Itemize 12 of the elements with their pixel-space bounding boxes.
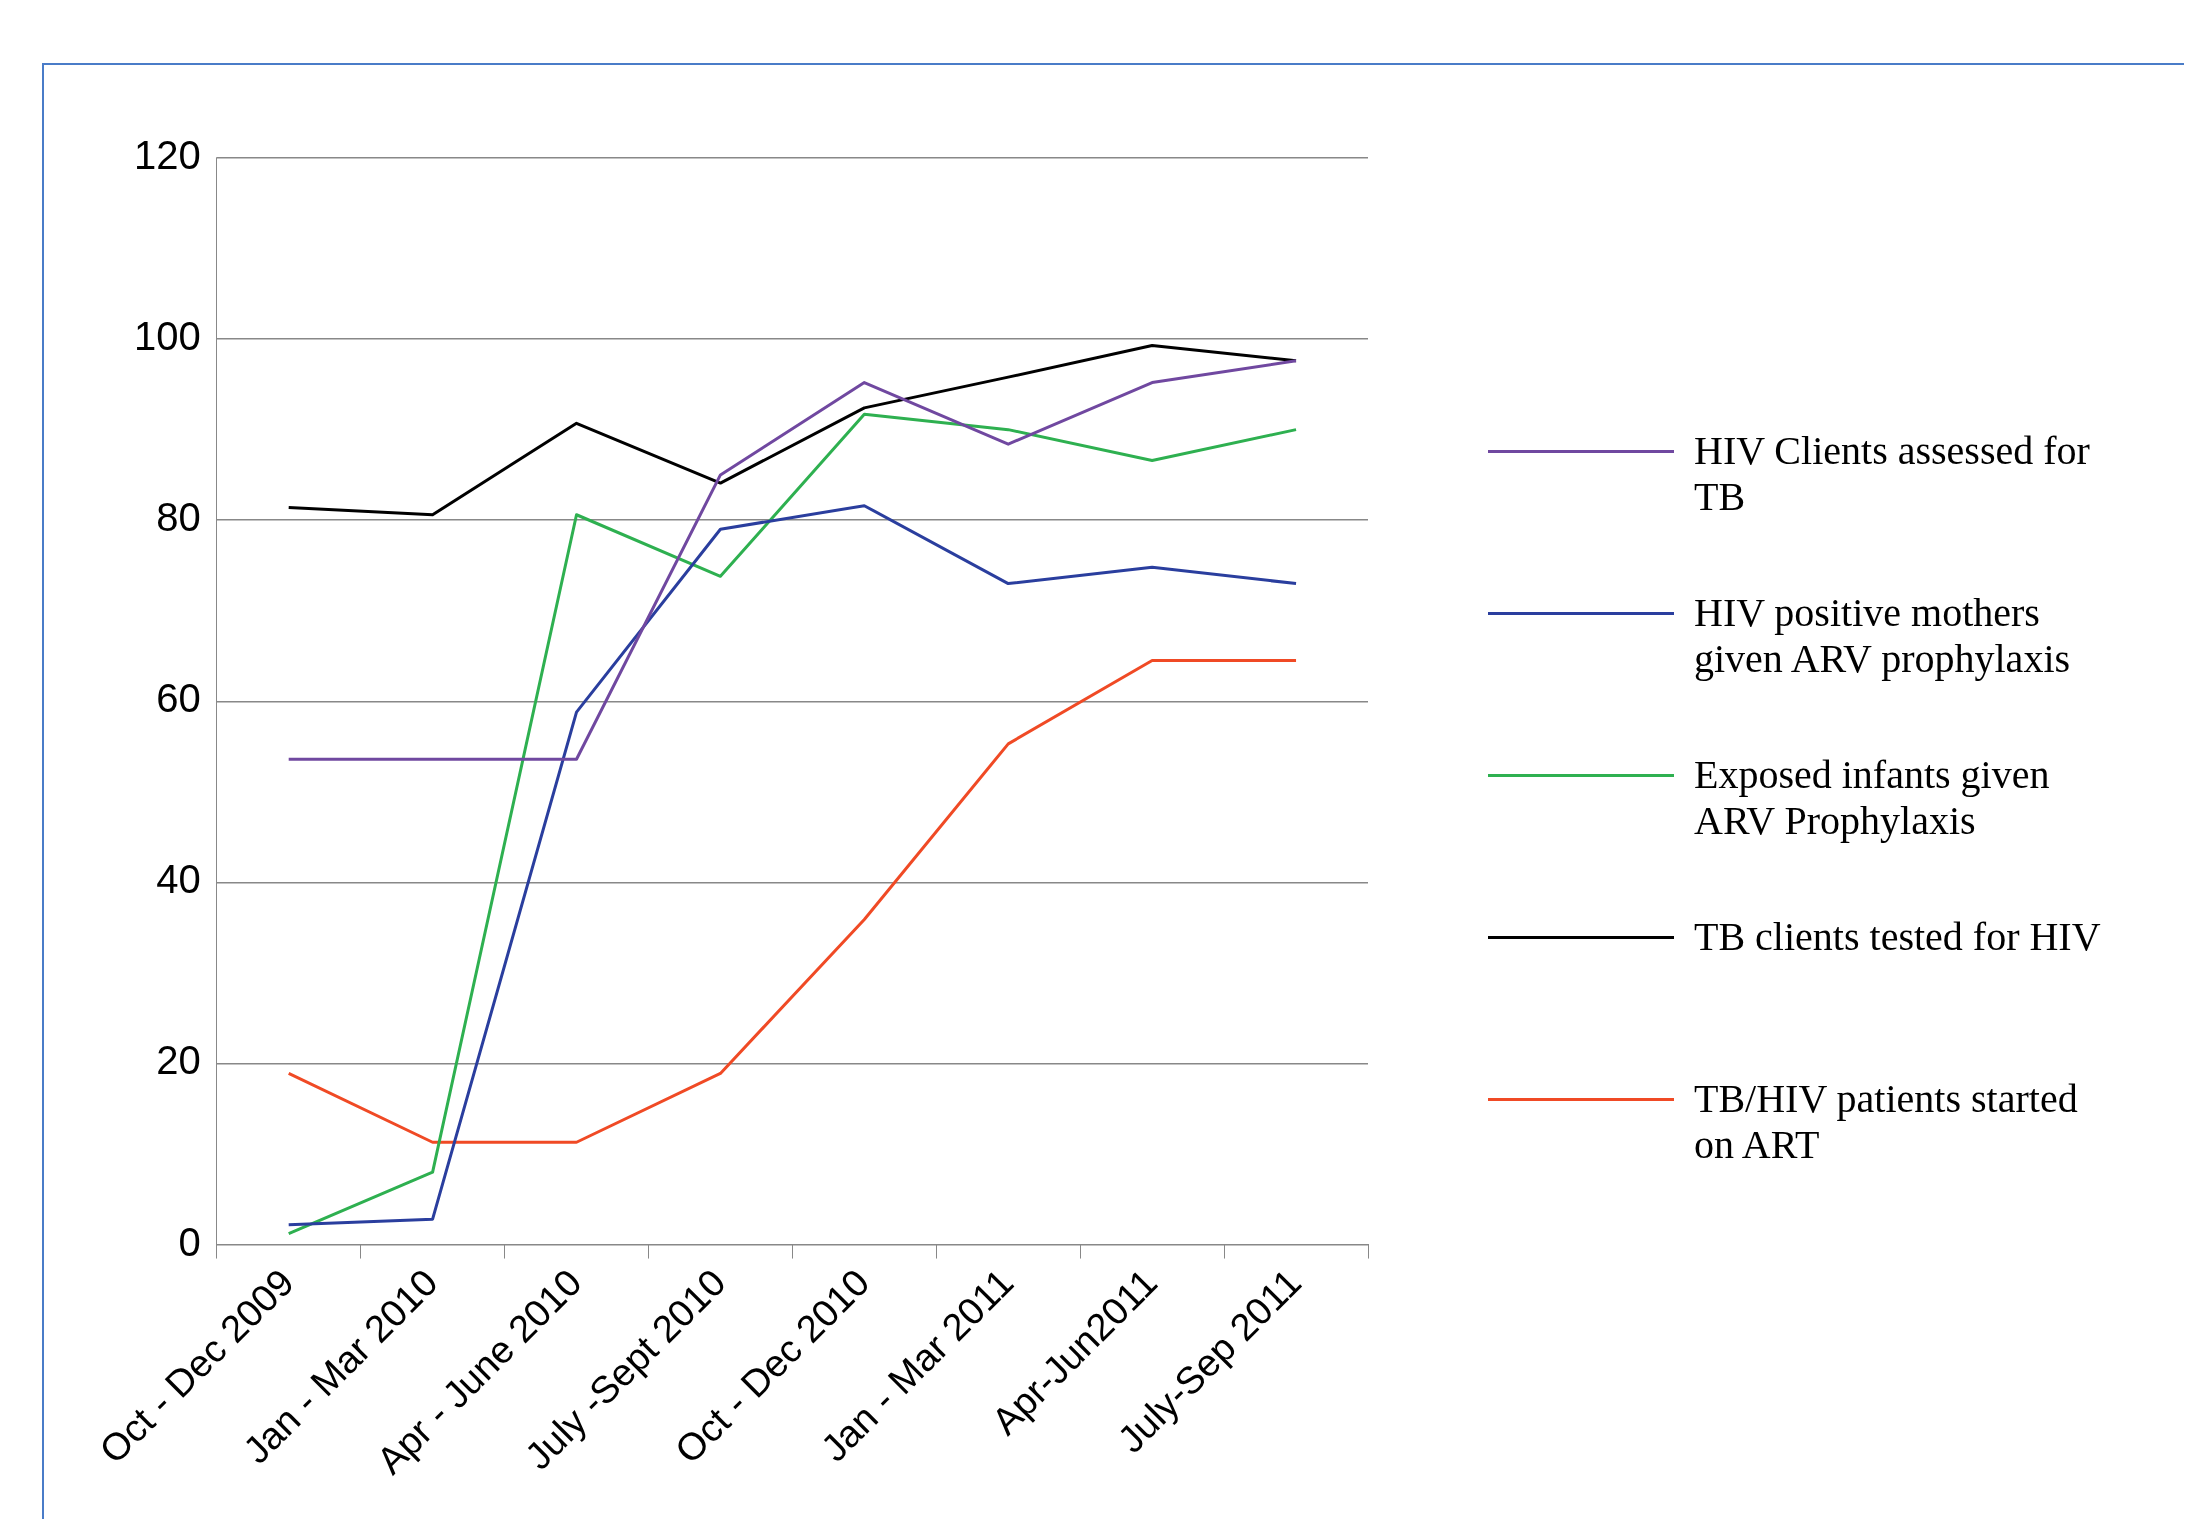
y-tick-label: 0	[178, 1219, 201, 1264]
legend-label: HIV positive mothers given ARV prophylaxis	[1694, 590, 2072, 682]
legend-label: Exposed infants given ARV Prophylaxis	[1694, 752, 2051, 844]
y-tick-label: 20	[156, 1038, 201, 1083]
legend-label: HIV Clients assessed for TB	[1694, 428, 2091, 520]
legend-label: TB/HIV patients started on ART	[1694, 1076, 2079, 1168]
y-tick-label: 100	[133, 314, 201, 359]
y-tick-label: 40	[156, 857, 201, 902]
y-tick-label: 60	[156, 676, 201, 721]
y-tick-label: 80	[156, 495, 201, 540]
y-tick-label: 120	[133, 133, 201, 178]
legend-label: TB clients tested for HIV	[1694, 914, 2102, 960]
